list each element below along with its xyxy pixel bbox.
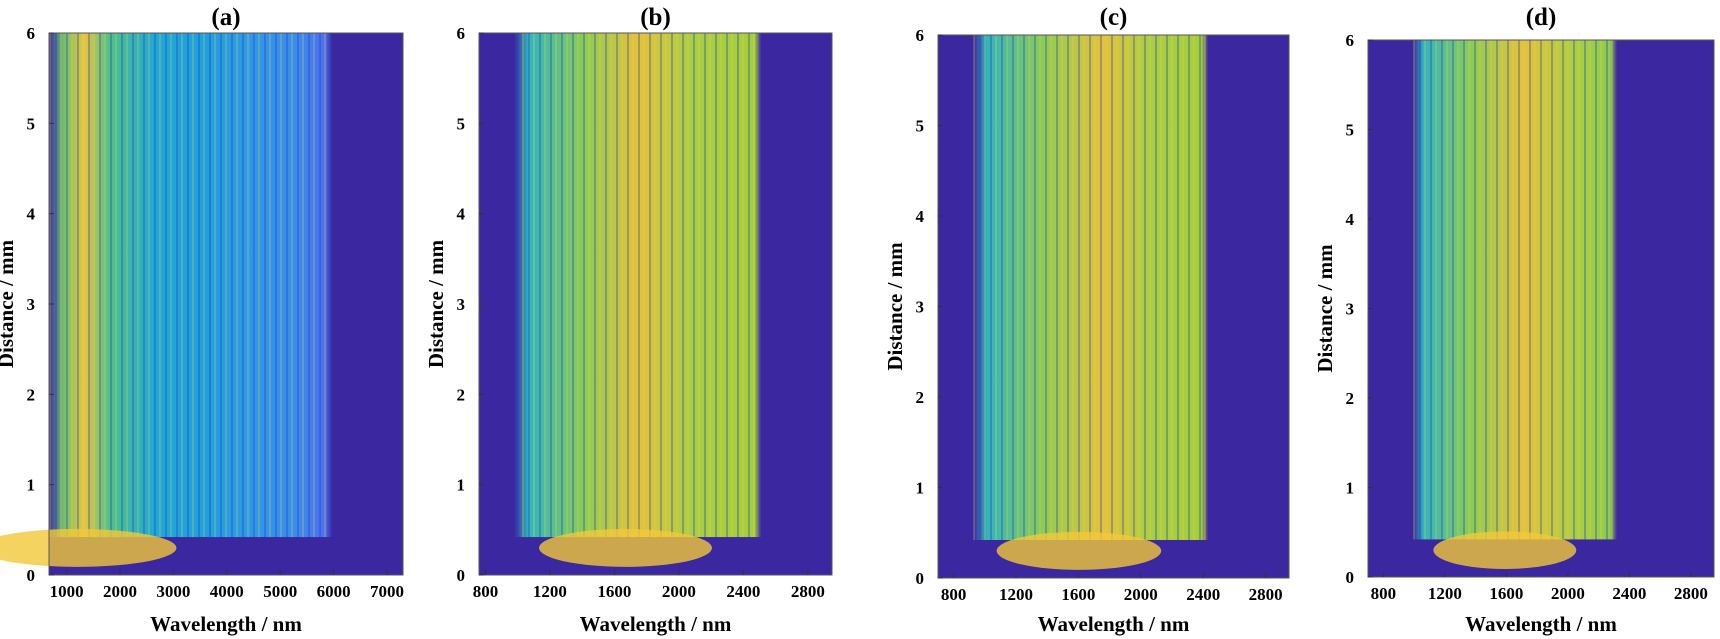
x-tick-label: 6000: [317, 582, 351, 601]
x-tick-label: 2400: [1186, 585, 1220, 604]
y-tick-label: 5: [916, 117, 925, 136]
y-tick-label: 5: [1346, 121, 1355, 140]
y-tick-label: 2: [27, 385, 36, 404]
chart-title: (d): [1526, 4, 1557, 31]
heatmap-hotspot: [0, 528, 177, 567]
x-tick-label: 1200: [999, 585, 1033, 604]
y-tick-label: 5: [457, 114, 466, 133]
y-tick-label: 4: [1346, 210, 1355, 229]
y-tick-label: 3: [457, 295, 466, 314]
x-axis-label: Wavelength / nm: [580, 612, 732, 636]
y-tick-label: 1: [27, 476, 36, 495]
x-tick-label: 2800: [791, 582, 825, 601]
chart-title: (b): [640, 4, 671, 31]
y-tick-label: 6: [916, 26, 925, 45]
panel: 1000 2000 3000 4000 5000 6000 7000 0 1 2 3 4 5 6 (a) Wa…: [0, 4, 404, 636]
x-tick-label: 1600: [1489, 584, 1523, 603]
y-tick-label: 1: [457, 476, 466, 495]
y-tick-label: 6: [457, 24, 466, 43]
heatmap-stripes: [973, 35, 1209, 578]
y-tick-label: 2: [916, 388, 925, 407]
heatmap-stripes: [1412, 40, 1618, 577]
x-tick-label: 2400: [726, 582, 760, 601]
y-tick-label: 6: [1346, 31, 1355, 50]
x-tick-label: 7000: [370, 582, 404, 601]
y-axis-label: Distance / mm: [424, 239, 448, 368]
heatmap-hotspot: [996, 531, 1162, 570]
y-tick-label: 2: [1346, 389, 1355, 408]
x-tick-label: 2000: [662, 582, 696, 601]
y-tick-label: 0: [1346, 568, 1355, 587]
x-tick-label: 1600: [1061, 585, 1095, 604]
x-tick-label: 1200: [533, 582, 567, 601]
heatmap-stripes: [49, 33, 333, 575]
y-axis-label: Distance / mm: [0, 239, 18, 368]
heatmap-hotspot: [1433, 531, 1577, 569]
panel: 800 1200 1600 2000 2400 2800 0 1 2 3 4 5 6 (b) Wavelen…: [424, 4, 833, 636]
panel: 800 1200 1600 2000 2400 2800 0 1 2 3 4 5 6 (c) Wavelen…: [883, 4, 1290, 636]
x-tick-label: 800: [941, 585, 967, 604]
x-tick-label: 1600: [597, 582, 631, 601]
chart-title: (c): [1100, 4, 1128, 31]
panel: 800 1200 1600 2000 2400 2800 0 1 2 3 4 5 6 (d) Wavelen…: [1313, 4, 1715, 636]
y-tick-label: 1: [916, 479, 925, 498]
y-tick-label: 0: [27, 566, 36, 585]
heatmap-stripes: [514, 33, 762, 575]
y-tick-label: 1: [1346, 479, 1355, 498]
y-axis-label: Distance / mm: [1313, 244, 1337, 373]
y-tick-label: 0: [457, 566, 466, 585]
x-tick-label: 2000: [1551, 584, 1585, 603]
y-tick-label: 5: [27, 114, 36, 133]
x-tick-label: 1000: [50, 582, 84, 601]
y-tick-label: 3: [1346, 300, 1355, 319]
x-tick-label: 800: [473, 582, 499, 601]
x-tick-label: 800: [1371, 584, 1397, 603]
x-tick-label: 2400: [1612, 584, 1646, 603]
y-tick-label: 4: [457, 205, 466, 224]
x-axis-label: Wavelength / nm: [1038, 612, 1190, 636]
x-axis-label: Wavelength / nm: [150, 612, 302, 636]
y-axis-label: Distance / mm: [883, 242, 907, 371]
y-tick-label: 0: [916, 569, 925, 588]
y-tick-label: 6: [27, 24, 36, 43]
chart-title: (a): [211, 4, 240, 31]
x-tick-label: 2800: [1249, 585, 1283, 604]
x-tick-label: 2800: [1674, 584, 1708, 603]
y-tick-label: 3: [27, 295, 36, 314]
x-tick-label: 2000: [103, 582, 137, 601]
y-tick-label: 2: [457, 385, 466, 404]
y-tick-label: 3: [916, 298, 925, 317]
y-tick-label: 4: [27, 205, 36, 224]
heatmap-hotspot: [539, 528, 712, 567]
x-tick-label: 2000: [1124, 585, 1158, 604]
x-axis-label: Wavelength / nm: [1465, 612, 1617, 636]
x-tick-label: 5000: [263, 582, 297, 601]
y-tick-label: 4: [916, 207, 925, 226]
x-tick-label: 4000: [210, 582, 244, 601]
x-tick-label: 1200: [1428, 584, 1462, 603]
x-tick-label: 3000: [156, 582, 190, 601]
